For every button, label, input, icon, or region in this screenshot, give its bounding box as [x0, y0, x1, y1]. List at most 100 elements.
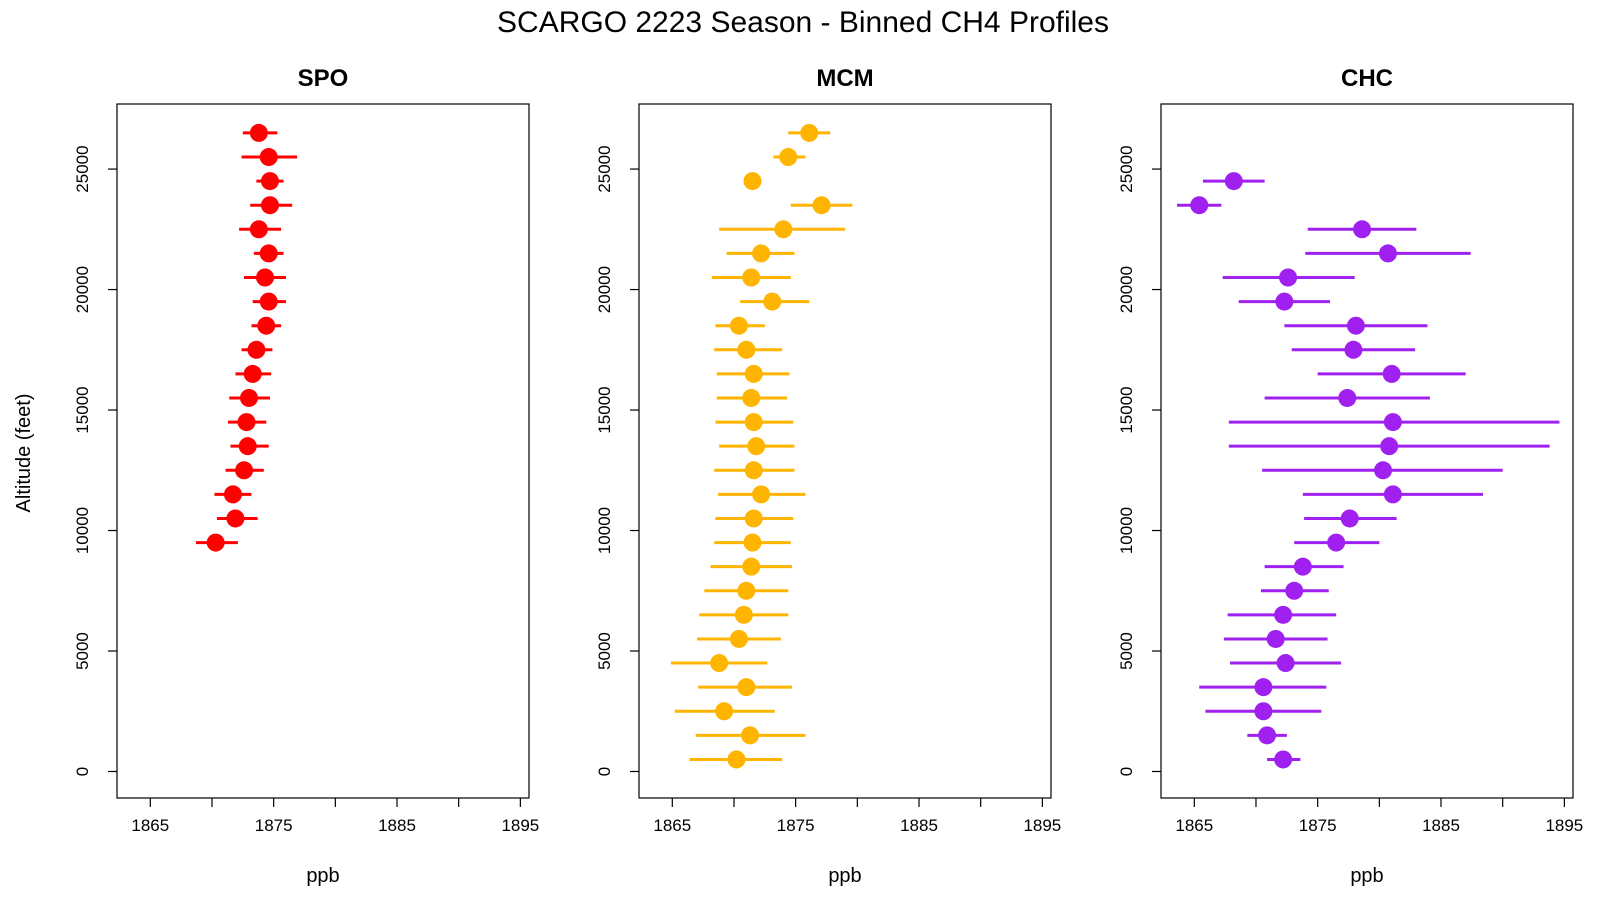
y-tick-label: 5000 [1117, 632, 1136, 670]
data-point [1338, 388, 1357, 407]
data-point [729, 316, 748, 335]
x-axis-label: ppb [306, 865, 339, 887]
y-tick-label: 25000 [595, 145, 614, 192]
data-point [779, 148, 798, 167]
data-point [257, 316, 276, 335]
panels: SPO 1865 1875 1885 1895 0 5000 10000 15000 20000 2… [13, 65, 1583, 887]
data-point [1344, 340, 1363, 359]
data-point [734, 605, 753, 624]
data-point [1340, 509, 1359, 528]
y-tick-label: 15000 [73, 386, 92, 433]
data-point [259, 148, 278, 167]
data-point [223, 485, 242, 504]
data-point [763, 292, 782, 311]
data-point [235, 461, 254, 480]
data-point [1293, 557, 1312, 576]
y-tick-label: 5000 [73, 632, 92, 670]
y-tick-label: 25000 [73, 145, 92, 192]
data-point [239, 388, 258, 407]
data-point [727, 750, 746, 769]
data-point [744, 461, 763, 480]
data-point [259, 292, 278, 311]
data-point [1266, 629, 1285, 648]
data-point [260, 172, 279, 191]
x-axis-label: ppb [1350, 865, 1383, 887]
panel-spo: SPO 1865 1875 1885 1895 0 5000 10000 15000 20000 2… [13, 65, 539, 887]
data-point [743, 533, 762, 552]
y-tick-label: 0 [73, 767, 92, 776]
plot-frame [116, 103, 530, 799]
data-point [742, 388, 761, 407]
panel-chc: CHC 1865 1875 1885 1895 0 5000 10000 15000 20000 2… [1117, 65, 1583, 887]
data-point [259, 244, 278, 263]
data-point [737, 340, 756, 359]
figure-title: SCARGO 2223 Season - Binned CH4 Profiles [497, 6, 1109, 39]
data-point [1383, 413, 1402, 432]
x-tick-label: 1895 [501, 816, 539, 835]
data-point [256, 268, 275, 287]
x-tick-label: 1875 [1299, 816, 1337, 835]
x-tick-label: 1865 [1175, 816, 1213, 835]
x-tick-label: 1865 [131, 816, 169, 835]
data-point [743, 172, 762, 191]
data-point [1254, 702, 1273, 721]
data-point [260, 196, 279, 215]
x-tick-label: 1875 [777, 816, 815, 835]
data-point [249, 123, 268, 142]
y-tick-label: 10000 [1117, 507, 1136, 554]
data-point [238, 437, 257, 456]
data-point [247, 340, 266, 359]
data-point [1327, 533, 1346, 552]
x-axis-label: ppb [828, 865, 861, 887]
data-point [243, 364, 262, 383]
data-point [715, 702, 734, 721]
data-point [1274, 605, 1293, 624]
y-tick-label: 5000 [595, 632, 614, 670]
data-point [729, 629, 748, 648]
y-axis-label: Altitude (feet) [13, 394, 35, 513]
panel-title: CHC [1341, 65, 1393, 92]
data-point [737, 678, 756, 697]
x-tick-label: 1875 [255, 816, 293, 835]
y-tick-label: 10000 [73, 507, 92, 554]
y-tick-label: 10000 [595, 507, 614, 554]
data-point [1276, 654, 1295, 673]
plot-frame [1160, 103, 1574, 799]
data-point [1374, 461, 1393, 480]
data-point [737, 581, 756, 600]
y-tick-label: 0 [1117, 767, 1136, 776]
data-point [237, 413, 256, 432]
data-point [249, 220, 268, 239]
data-point [752, 485, 771, 504]
data-point [1274, 750, 1293, 769]
data-point [744, 413, 763, 432]
data-point [1254, 678, 1273, 697]
data-point [206, 533, 225, 552]
panel-title: SPO [298, 65, 349, 92]
y-tick-label: 20000 [1117, 266, 1136, 313]
data-point [1275, 292, 1294, 311]
x-tick-label: 1885 [900, 816, 938, 835]
data-point [1279, 268, 1298, 287]
x-tick-label: 1895 [1545, 816, 1583, 835]
y-tick-label: 25000 [1117, 145, 1136, 192]
data-point [744, 509, 763, 528]
data-point [1382, 364, 1401, 383]
data-point [774, 220, 793, 239]
data-point [1224, 172, 1243, 191]
x-tick-label: 1895 [1023, 816, 1061, 835]
panel-mcm: MCM 1865 1875 1885 1895 0 5000 10000 15000 20000 2… [595, 65, 1061, 887]
data-point [1285, 581, 1304, 600]
y-tick-label: 15000 [1117, 386, 1136, 433]
y-tick-label: 15000 [595, 386, 614, 433]
data-point [741, 726, 760, 745]
x-tick-label: 1865 [653, 816, 691, 835]
data-point [742, 557, 761, 576]
data-point [747, 437, 766, 456]
data-point [226, 509, 245, 528]
data-point [1380, 437, 1399, 456]
y-tick-label: 20000 [595, 266, 614, 313]
data-point [1353, 220, 1372, 239]
